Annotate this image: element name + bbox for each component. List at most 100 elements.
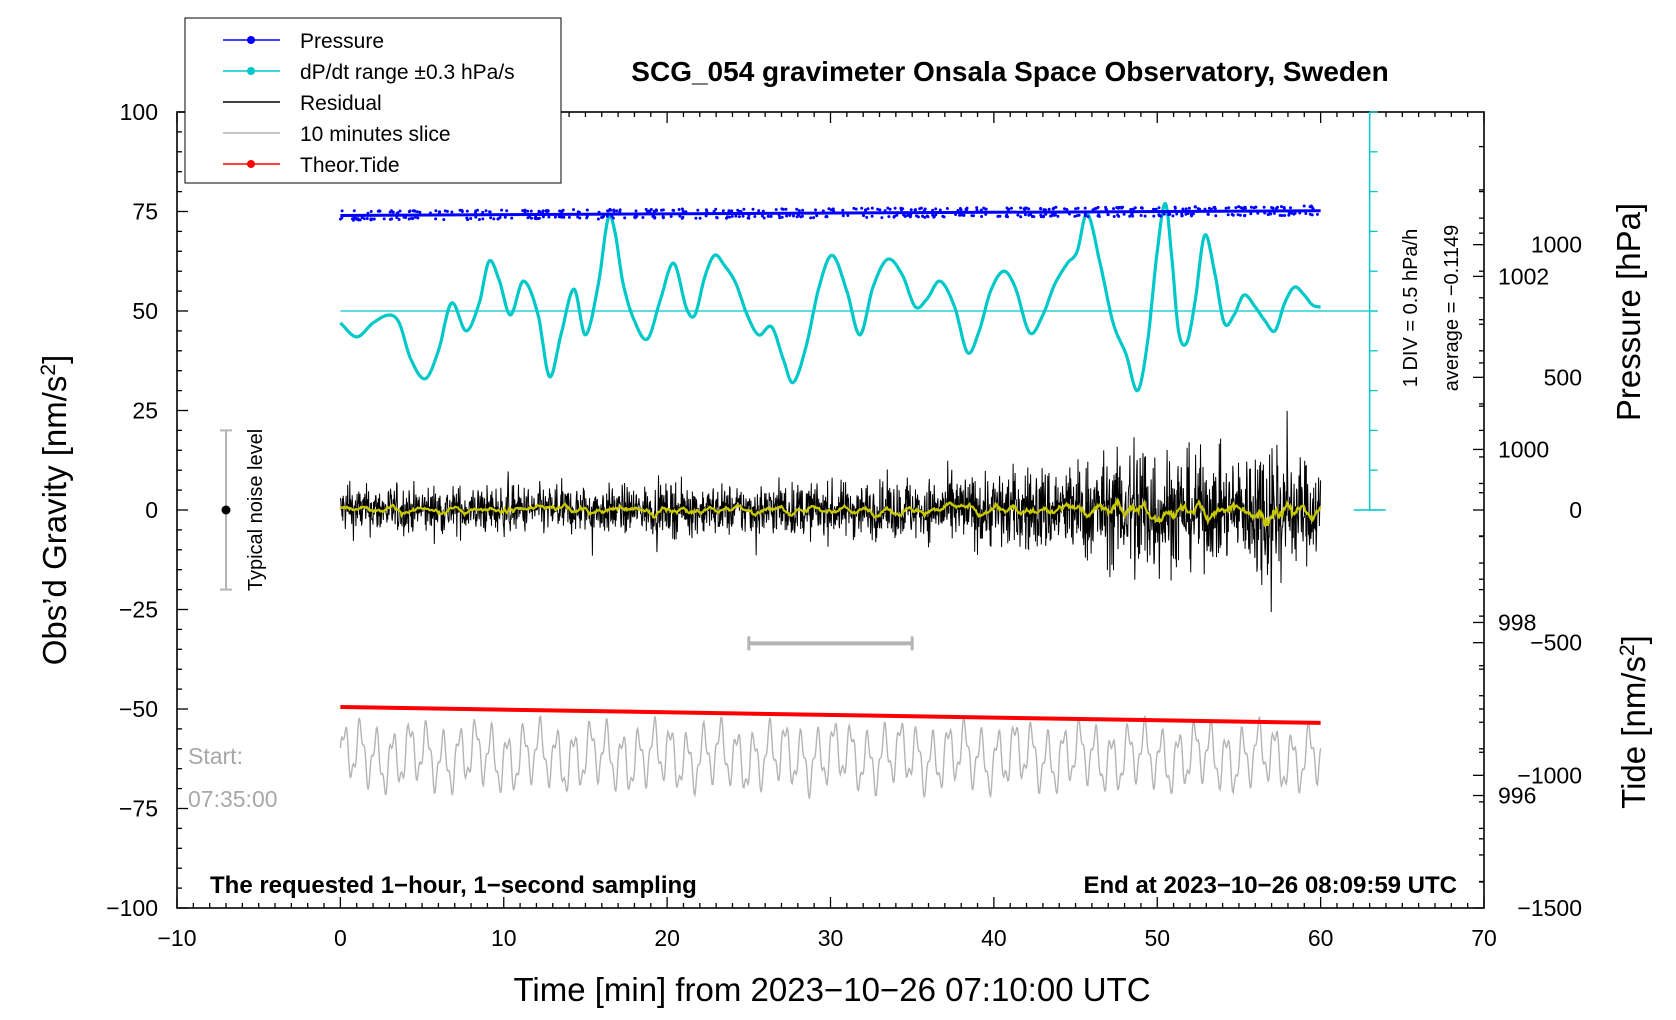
y-tick-label: 50 <box>132 298 158 324</box>
end-time-note: End at 2023−10−26 08:09:59 UTC <box>1083 872 1457 899</box>
pressure-point <box>751 207 755 211</box>
pressure-point <box>434 209 438 213</box>
pressure-point <box>443 209 447 213</box>
pressure-point <box>883 209 887 213</box>
pressure-point <box>1143 214 1147 218</box>
pressure-tick-label: 1000 <box>1498 436 1549 462</box>
pressure-point <box>784 207 788 211</box>
tide-tick-label: −1000 <box>1517 762 1582 788</box>
pressure-point <box>747 214 751 217</box>
pressure-point <box>795 207 799 211</box>
pressure-point <box>979 208 983 212</box>
pressure-point <box>919 206 923 210</box>
pressure-point <box>1049 214 1052 218</box>
pressure-point <box>753 215 757 218</box>
pressure-point <box>757 209 761 213</box>
pressure-point <box>902 213 906 217</box>
pressure-point <box>1009 206 1013 210</box>
pressure-point <box>339 217 342 221</box>
pressure-point <box>523 208 527 212</box>
pressure-point <box>1191 212 1195 216</box>
pressure-point <box>1074 207 1078 211</box>
y-tick-labels: −100 −75 −50 −25 0 25 50 75 100 <box>106 99 158 921</box>
pressure-point <box>442 218 446 222</box>
pressure-point <box>415 210 419 214</box>
pressure-line <box>340 209 1321 217</box>
pressure-point <box>1274 207 1278 210</box>
x-tick-label: 30 <box>818 925 844 951</box>
pressure-point <box>1131 214 1135 218</box>
pressure-point <box>366 211 370 215</box>
tide-axis-title-close: ] <box>1615 635 1652 644</box>
pressure-point <box>801 208 805 212</box>
pressure-point <box>1133 206 1137 210</box>
pressure-point <box>1311 207 1315 211</box>
pressure-point <box>1030 215 1034 218</box>
pressure-point <box>730 209 734 213</box>
pressure-point <box>500 208 504 212</box>
pressure-point <box>865 215 869 219</box>
tide-tick-label: 500 <box>1544 364 1582 390</box>
pressure-point <box>809 216 813 220</box>
div-label: 1 DIV = 0.5 hPa/h <box>1400 229 1422 387</box>
pressure-point <box>996 214 1000 218</box>
y-axis-title-close: ] <box>36 355 73 364</box>
pressure-point <box>1077 213 1081 217</box>
pressure-point <box>737 215 741 219</box>
tide-line <box>340 705 1321 725</box>
pressure-point <box>1022 207 1026 211</box>
slice-bar <box>747 636 914 651</box>
pressure-point <box>397 218 401 221</box>
pressure-point <box>878 208 882 212</box>
pressure-point <box>390 209 393 213</box>
pressure-point <box>378 209 382 213</box>
pressure-point <box>982 206 986 210</box>
pressure-point <box>1117 214 1121 218</box>
dpdt-scale <box>1353 111 1386 511</box>
pressure-point <box>1056 214 1060 218</box>
pressure-point <box>610 214 614 218</box>
pressure-point <box>1187 206 1191 210</box>
x-tick-label: 0 <box>334 925 347 951</box>
pressure-point <box>696 208 700 212</box>
pressure-point <box>864 208 868 212</box>
pressure-point <box>547 215 551 219</box>
pressure-point <box>503 215 507 219</box>
pressure-point <box>469 217 473 220</box>
pressure-point <box>534 216 538 220</box>
pressure-point <box>1093 207 1097 211</box>
noise-level-label: Typical noise level <box>245 429 267 591</box>
pressure-point <box>505 209 509 213</box>
pressure-point <box>762 216 766 220</box>
pressure-point <box>623 216 627 220</box>
pressure-point <box>825 215 829 219</box>
pressure-point <box>1154 207 1158 211</box>
pressure-point <box>741 214 745 218</box>
pressure-tick-label: 998 <box>1498 609 1536 635</box>
pressure-point <box>980 215 984 218</box>
pressure-point <box>694 216 698 220</box>
pressure-point <box>404 216 408 219</box>
pressure-point <box>408 209 412 213</box>
y-tick-label: −75 <box>119 796 158 822</box>
y-tick-label: 100 <box>120 99 158 125</box>
chart-title: SCG_054 gravimeter Onsala Space Observat… <box>631 56 1388 87</box>
slice-line <box>339 714 1322 799</box>
pressure-point <box>651 215 655 218</box>
pressure-point <box>938 208 942 212</box>
pressure-point <box>1234 206 1238 210</box>
pressure-point <box>714 207 718 211</box>
pressure-point <box>1157 213 1161 217</box>
pressure-point <box>1120 205 1123 209</box>
pressure-point <box>390 217 394 221</box>
pressure-point <box>1249 205 1253 209</box>
pressure-point <box>1029 212 1033 216</box>
pressure-point <box>934 207 938 211</box>
pressure-point <box>395 216 399 219</box>
pressure-point <box>1073 214 1077 218</box>
pressure-point <box>698 216 702 220</box>
pressure-point <box>1186 212 1190 215</box>
y-tick-label: −100 <box>106 895 158 921</box>
pressure-point <box>1065 208 1069 211</box>
pressure-point <box>360 216 364 220</box>
